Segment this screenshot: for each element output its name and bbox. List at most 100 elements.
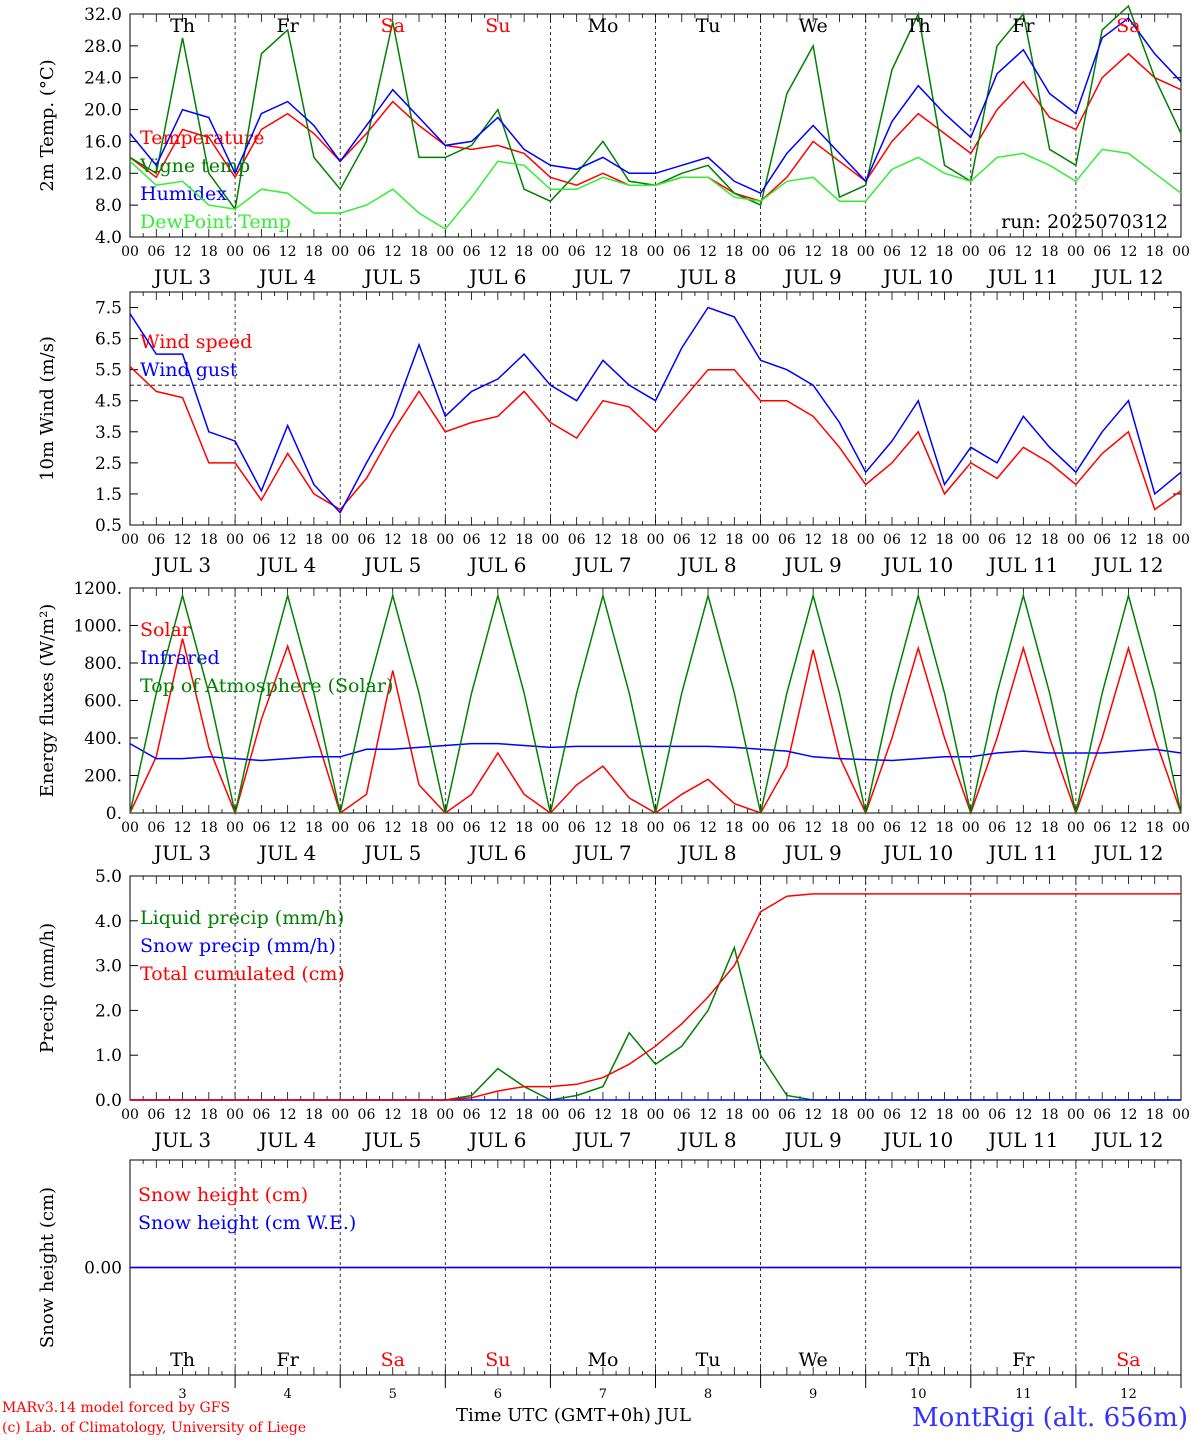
legend-entry: Liquid precip (mm/h): [140, 907, 344, 929]
date-label: JUL 6: [467, 1128, 526, 1152]
hour-label: 12: [1120, 820, 1138, 836]
hour-label: 12: [279, 532, 297, 548]
hour-label: 00: [226, 532, 244, 548]
hour-label: 00: [1067, 820, 1085, 836]
weekday-label: We: [799, 1349, 828, 1371]
hour-label: 06: [778, 532, 796, 548]
legend-entry: DewPoint Temp: [140, 211, 291, 233]
hour-label: 00: [1172, 1107, 1190, 1123]
legend-entry: Snow height (cm W.E.): [138, 1212, 356, 1234]
hour-label: 12: [594, 820, 612, 836]
date-label: JUL 4: [257, 553, 316, 577]
weekday-label: We: [799, 15, 828, 37]
hour-label: 00: [1067, 244, 1085, 260]
series-line: [129, 16, 1182, 195]
weekday-label: Mo: [587, 15, 618, 37]
hour-label: 00: [331, 820, 349, 836]
weekday-label: Tu: [696, 15, 721, 37]
x-axis-title: Time UTC (GMT+0h) JUL: [456, 1405, 691, 1426]
hour-label: 12: [909, 532, 927, 548]
hour-label: 06: [778, 820, 796, 836]
hour-label: 00: [1172, 532, 1190, 548]
hour-label: 00: [857, 244, 875, 260]
date-label: JUL 10: [881, 1128, 953, 1152]
hour-label: 12: [489, 532, 507, 548]
hour-label: 06: [358, 820, 376, 836]
hour-label: 06: [252, 244, 270, 260]
hour-label: 12: [1120, 532, 1138, 548]
hour-label: 18: [200, 1107, 218, 1123]
hour-label: 12: [804, 244, 822, 260]
hour-label: 06: [673, 820, 691, 836]
hour-label: 06: [568, 820, 586, 836]
weekday-label: Mo: [587, 1349, 618, 1371]
hour-label: 00: [121, 820, 139, 836]
y-tick-label: 8.0: [95, 196, 122, 216]
hour-label: 00: [962, 532, 980, 548]
day-number-label: 3: [178, 1387, 186, 1402]
hour-label: 18: [410, 244, 428, 260]
hour-label: 00: [857, 820, 875, 836]
day-number-label: 11: [1015, 1387, 1032, 1402]
legend-entry: Wind gust: [140, 359, 238, 381]
y-tick-label: 24.0: [84, 69, 122, 89]
y-tick-label: 4.5: [95, 392, 122, 412]
hour-label: 18: [936, 532, 954, 548]
hour-label: 00: [647, 532, 665, 548]
hour-label: 00: [436, 820, 454, 836]
date-label: JUL 12: [1091, 553, 1163, 577]
y-tick-label: 1.5: [95, 485, 122, 505]
y-tick-label: 32.0: [84, 5, 122, 25]
hour-label: 18: [620, 1107, 638, 1123]
hour-label: 00: [331, 244, 349, 260]
date-label: JUL 11: [986, 841, 1058, 865]
plot-frame: [129, 13, 1182, 238]
day-number-label: 6: [494, 1387, 502, 1402]
date-label: JUL 4: [257, 265, 316, 289]
hour-label: 12: [594, 1107, 612, 1123]
date-label: JUL 10: [881, 841, 953, 865]
hour-label: 00: [541, 1107, 559, 1123]
hour-label: 00: [226, 820, 244, 836]
hour-label: 12: [1120, 244, 1138, 260]
hour-label: 00: [752, 1107, 770, 1123]
hour-label: 00: [226, 244, 244, 260]
hour-label: 00: [962, 1107, 980, 1123]
hour-label: 06: [1093, 820, 1111, 836]
legend-entry: Solar: [140, 619, 192, 641]
y-tick-label: 20.0: [84, 101, 122, 121]
date-label: JUL 10: [881, 265, 953, 289]
date-label: JUL 10: [881, 553, 953, 577]
hour-label: 00: [436, 244, 454, 260]
date-label: JUL 3: [152, 841, 211, 865]
day-number-label: 8: [704, 1387, 712, 1402]
hour-label: 18: [620, 244, 638, 260]
hour-label: 06: [988, 1107, 1006, 1123]
hour-label: 00: [647, 820, 665, 836]
hour-label: 18: [410, 532, 428, 548]
hour-label: 06: [463, 820, 481, 836]
hour-label: 12: [489, 1107, 507, 1123]
hour-label: 18: [515, 244, 533, 260]
y-axis-title: Snow height (cm): [37, 1187, 58, 1348]
hour-label: 06: [883, 1107, 901, 1123]
hour-label: 18: [200, 244, 218, 260]
day-number-label: 12: [1120, 1387, 1137, 1402]
hour-label: 18: [200, 820, 218, 836]
y-tick-label: 0.0: [95, 1091, 122, 1111]
hour-label: 12: [699, 1107, 717, 1123]
hour-label: 06: [883, 532, 901, 548]
hour-label: 06: [988, 532, 1006, 548]
hour-label: 18: [620, 820, 638, 836]
hour-label: 00: [962, 244, 980, 260]
y-axis-title: 10m Wind (m/s): [37, 336, 58, 481]
hour-label: 06: [673, 1107, 691, 1123]
hour-label: 12: [699, 532, 717, 548]
hour-label: 00: [121, 532, 139, 548]
hour-label: 06: [358, 1107, 376, 1123]
y-tick-label: 200.: [84, 767, 122, 787]
run-annotation: run: 2025070312: [1001, 211, 1168, 233]
hour-label: 12: [1014, 532, 1032, 548]
weekday-label: Fr: [277, 1349, 300, 1371]
